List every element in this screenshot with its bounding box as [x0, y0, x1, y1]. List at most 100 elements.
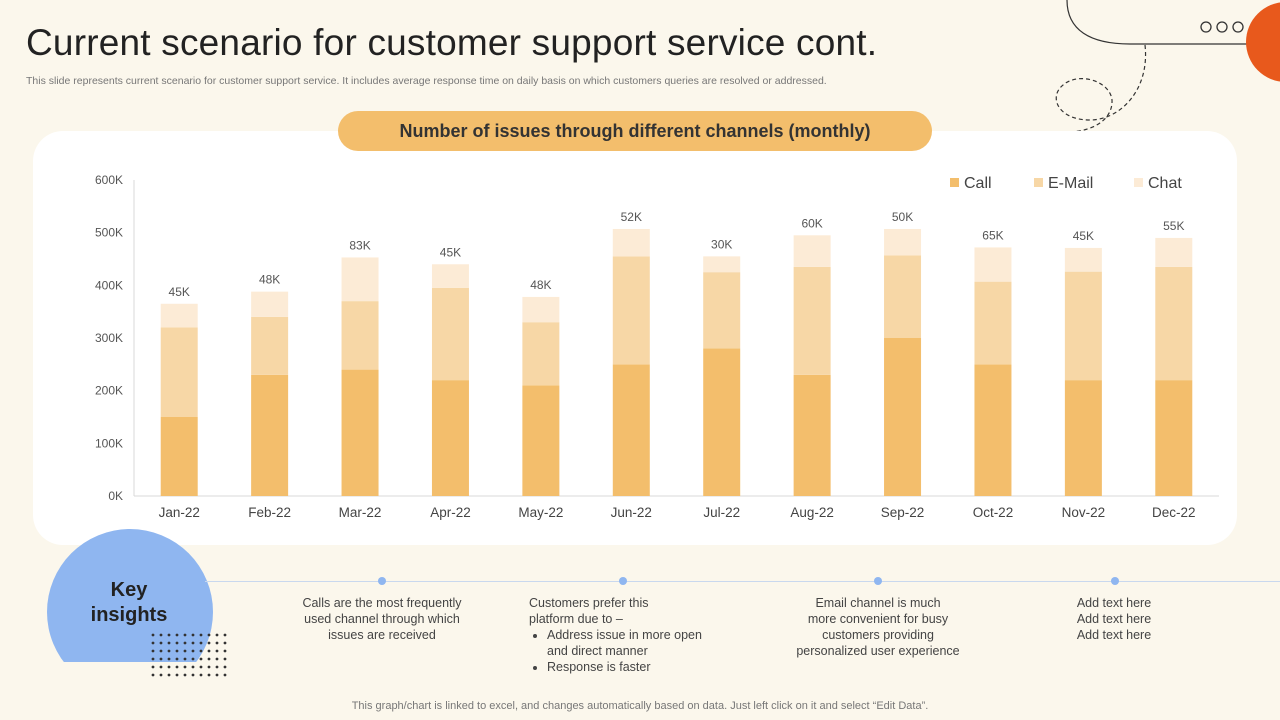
bar-email — [612, 256, 650, 365]
bar-chat — [703, 256, 741, 273]
pattern-dot — [183, 633, 187, 637]
y-tick-label: 200K — [95, 384, 123, 398]
pattern-dot — [175, 641, 179, 645]
bar-email — [793, 266, 831, 375]
pattern-dot — [215, 633, 219, 637]
bar-email — [703, 272, 741, 349]
insight-line: Customers prefer this — [529, 596, 649, 610]
insight-4: Add text here Add text here Add text her… — [1044, 595, 1184, 643]
pattern-dot — [159, 633, 163, 637]
bar-email — [522, 322, 560, 386]
x-tick-label: Oct-22 — [973, 505, 1014, 520]
pattern-dot — [151, 673, 155, 677]
pattern-dot — [159, 673, 163, 677]
pattern-dot — [151, 657, 155, 661]
footer-note: This graph/chart is linked to excel, and… — [351, 700, 929, 712]
pattern-dot — [207, 657, 211, 661]
x-tick-label: Aug-22 — [790, 505, 834, 520]
pattern-dot — [223, 665, 227, 669]
x-tick-label: Nov-22 — [1062, 505, 1106, 520]
x-tick-label: Jun-22 — [611, 505, 652, 520]
pattern-dot — [183, 665, 187, 669]
insight-line[interactable]: Add text here — [1076, 596, 1152, 610]
x-tick-label: Apr-22 — [430, 505, 471, 520]
pattern-dot — [175, 649, 179, 653]
data-label: 45K — [440, 245, 461, 259]
bar-chat — [1155, 237, 1193, 267]
insight-bullet: Response is faster — [547, 659, 714, 675]
pattern-dot — [223, 649, 227, 653]
x-tick-label: Mar-22 — [339, 505, 382, 520]
pattern-dot — [183, 641, 187, 645]
legend-label: Call — [964, 175, 992, 192]
pattern-dot — [199, 673, 203, 677]
page-subtitle: This slide represents current scenario f… — [26, 75, 827, 87]
bar-email — [1064, 271, 1102, 381]
insight-2: Customers prefer this platform due to – … — [529, 595, 714, 675]
y-tick-label: 500K — [95, 226, 123, 240]
chart-heading: Number of issues through different chann… — [338, 111, 932, 151]
pattern-dot — [207, 649, 211, 653]
pattern-dot — [191, 649, 195, 653]
pattern-dot — [223, 633, 227, 637]
bar-call — [703, 348, 741, 496]
key-insights-title: Key insights — [52, 578, 206, 628]
page-title: Current scenario for customer support se… — [26, 22, 878, 63]
bar-call — [1155, 380, 1193, 496]
pattern-dot — [167, 641, 171, 645]
pattern-dot — [207, 641, 211, 645]
pattern-dot — [215, 673, 219, 677]
pattern-dot — [183, 673, 187, 677]
pattern-dot — [191, 673, 195, 677]
bar-chat — [974, 247, 1012, 282]
x-tick-label: Dec-22 — [1152, 505, 1196, 520]
timeline-dot — [378, 577, 386, 585]
data-label: 55K — [1163, 219, 1184, 233]
bar-call — [160, 417, 198, 496]
pattern-dot — [215, 657, 219, 661]
bar-call — [522, 385, 560, 496]
key-insights-title-line2: insights — [90, 604, 168, 626]
bar-chat — [431, 264, 469, 288]
pattern-dot — [151, 649, 155, 653]
pattern-dot — [191, 633, 195, 637]
legend-label: Chat — [1148, 175, 1182, 192]
insight-line: platform due to – — [529, 612, 623, 626]
insight-line[interactable]: Add text here — [1076, 628, 1152, 642]
y-tick-label: 600K — [95, 173, 123, 187]
pattern-dot — [167, 673, 171, 677]
insight-line: Email channel is much — [815, 596, 941, 610]
legend-swatch — [950, 178, 959, 187]
data-label: 45K — [169, 285, 190, 299]
legend-label: E-Mail — [1048, 175, 1093, 192]
timeline-dot — [619, 577, 627, 585]
pattern-dot — [191, 641, 195, 645]
insight-line: customers providing — [822, 628, 934, 642]
y-tick-label: 0K — [108, 489, 123, 503]
pattern-dot — [199, 665, 203, 669]
y-tick-label: 100K — [95, 436, 123, 450]
bar-chat — [522, 296, 560, 323]
bar-chat — [1064, 247, 1102, 272]
bar-email — [1155, 266, 1193, 381]
insight-line[interactable]: Add text here — [1076, 612, 1152, 626]
bar-call — [612, 364, 650, 496]
data-label: 48K — [530, 278, 551, 292]
stacked-bar-chart[interactable]: 0K 100K 200K 300K 400K 500K 600K 45K Jan-22 48K Fe… — [33, 131, 1237, 545]
pattern-dot — [207, 633, 211, 637]
pattern-dot — [167, 649, 171, 653]
pattern-dot — [223, 657, 227, 661]
timeline-line — [205, 581, 1280, 582]
pattern-dot — [175, 673, 179, 677]
pattern-dot — [175, 633, 179, 637]
pattern-dot — [151, 641, 155, 645]
y-tick-label: 400K — [95, 278, 123, 292]
bar-chat — [884, 228, 922, 256]
bar-call — [974, 364, 1012, 496]
pattern-dot — [175, 657, 179, 661]
data-label: 48K — [259, 273, 280, 287]
pattern-dot — [215, 641, 219, 645]
pattern-dot — [151, 665, 155, 669]
bar-call — [1064, 380, 1102, 496]
data-label: 60K — [801, 216, 822, 230]
